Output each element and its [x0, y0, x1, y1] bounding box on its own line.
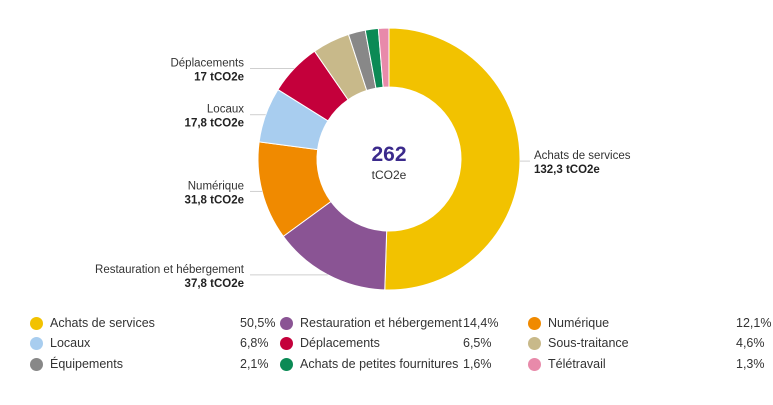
callout-value-locaux: 17,8 tCO2e [185, 118, 244, 130]
center-total-value: 262 [371, 143, 406, 166]
legend-item-sous-traitance: Sous-traitance 4,6% [528, 333, 773, 353]
legend-item-achats-de-petites-fournitures: Achats de petites fournitures 1,6% [280, 354, 503, 374]
callout-value-deplacements: 17 tCO2e [194, 72, 244, 84]
legend-label: Sous-traitance [548, 336, 629, 350]
legend-percent: 1,6% [463, 357, 492, 371]
legend-swatch [30, 357, 43, 371]
legend-percent: 4,6% [736, 336, 765, 350]
legend-percent: 14,4% [463, 316, 499, 330]
legend-percent: 12,1% [736, 316, 772, 330]
legend-label: Télétravail [548, 357, 606, 371]
callout-value-numerique: 31,8 tCO2e [185, 194, 244, 206]
callout-label-deplacements: Déplacements [170, 58, 244, 70]
legend-item-teletravail: Télétravail 1,3% [528, 354, 773, 374]
legend-label: Restauration et hébergement [300, 316, 462, 330]
legend-swatch [30, 316, 43, 330]
callout-label-numerique: Numérique [188, 180, 244, 192]
legend-swatch [280, 357, 293, 371]
center-total-unit: tCO2e [372, 168, 407, 182]
legend-swatch [528, 336, 541, 350]
callouts: Achats de services 132,3 tCO2e Restauratio… [95, 58, 631, 290]
legend-swatch [528, 316, 541, 330]
legend-swatch [280, 336, 293, 350]
legend-item-equipements: Équipements 2,1% [30, 354, 280, 374]
callout-value-achats-de-services: 132,3 tCO2e [534, 164, 600, 176]
legend-swatch [280, 316, 293, 330]
donut-chart: Achats de services 132,3 tCO2e Restauratio… [95, 27, 631, 291]
legend-percent: 2,1% [240, 357, 269, 371]
legend-swatch [528, 357, 541, 371]
slice-teletravail [377, 27, 390, 88]
legend-percent: 6,8% [240, 336, 269, 350]
legend-percent: 50,5% [240, 316, 276, 330]
legend-label: Achats de services [50, 316, 155, 330]
legend-label: Achats de petites fournitures [300, 357, 459, 371]
callout-label-locaux: Locaux [207, 104, 244, 116]
callout-value-restauration-et-hebergement: 37,8 tCO2e [185, 278, 244, 290]
legend-item-restauration-et-hebergement: Restauration et hébergement 14,4% [280, 313, 503, 333]
legend: Achats de services 50,5% Restauration et h… [0, 308, 773, 405]
legend-label: Locaux [50, 336, 91, 350]
callout-label-achats-de-services: Achats de services [534, 150, 631, 162]
legend-swatch [30, 336, 43, 350]
legend-item-deplacements: Déplacements 6,5% [280, 333, 503, 353]
legend-percent: 6,5% [463, 336, 492, 350]
legend-item-numerique: Numérique 12,1% [528, 313, 773, 333]
callout-label-restauration-et-hebergement: Restauration et hébergement [95, 264, 245, 276]
legend-percent: 1,3% [736, 357, 765, 371]
legend-label: Numérique [548, 316, 610, 330]
legend-item-achats-de-services: Achats de services 50,5% [30, 313, 280, 333]
slice-achats-de-services [384, 27, 521, 291]
legend-item-locaux: Locaux 6,8% [30, 333, 280, 353]
donut-slices [257, 27, 521, 291]
legend-label: Déplacements [300, 336, 380, 350]
legend-label: Équipements [50, 357, 123, 371]
